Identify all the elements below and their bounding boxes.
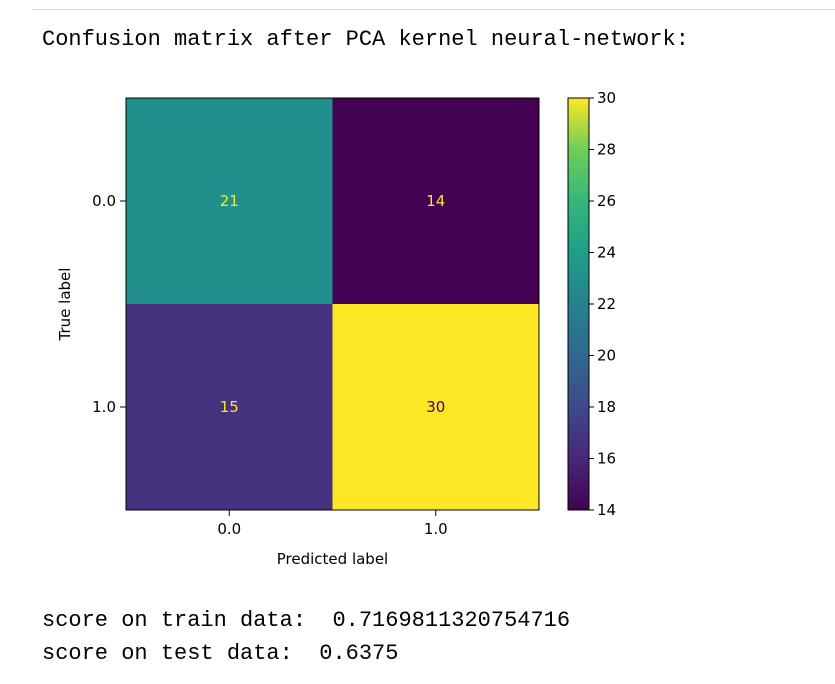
colorbar-tick-label: 24	[597, 244, 616, 262]
colorbar	[567, 97, 590, 511]
y-axis-ticks: 0.0 1.0	[92, 192, 126, 416]
colorbar-tick-label: 22	[597, 295, 616, 313]
heatmap-cell-value: 30	[426, 398, 445, 416]
confusion-matrix-chart: 21 14 15 30 0.0 1.0 0.0 1.0 Predicted label T…	[56, 89, 616, 568]
colorbar-tick-label: 30	[597, 89, 616, 107]
cell-divider	[32, 9, 835, 10]
heatmap-cell	[126, 98, 333, 304]
y-tick-label: 0.0	[92, 192, 116, 210]
heatmap-cell-value: 15	[220, 398, 239, 416]
heatmap-cell	[126, 304, 333, 510]
heatmap-cell-labels: 21 14 15 30	[220, 192, 446, 416]
x-tick-label: 1.0	[424, 520, 448, 538]
train-score-text: score on train data: 0.7169811320754716	[42, 608, 571, 633]
x-tick-label: 0.0	[217, 520, 241, 538]
colorbar-tick-label: 18	[597, 398, 616, 416]
colorbar-tick-label: 28	[597, 141, 616, 159]
colorbar-tick-label: 26	[597, 192, 616, 210]
y-axis-label: True label	[56, 268, 74, 342]
heatmap-cell-value: 21	[220, 192, 239, 210]
heatmap-cell	[332, 304, 539, 510]
colorbar-tick-label: 16	[597, 450, 616, 468]
y-tick-label: 1.0	[92, 398, 116, 416]
x-axis-ticks: 0.0 1.0	[217, 510, 448, 538]
test-score-text: score on test data: 0.6375	[42, 641, 399, 666]
colorbar-tick-label: 20	[597, 347, 616, 365]
heatmap-cells	[126, 98, 539, 510]
plot-frame	[125, 97, 540, 511]
x-axis-label: Predicted label	[277, 550, 388, 568]
colorbar-tick-label: 14	[597, 501, 616, 519]
heatmap-cell	[332, 98, 539, 304]
heatmap-cell-value: 14	[426, 192, 445, 210]
output-heading: Confusion matrix after PCA kernel neural…	[42, 27, 689, 52]
colorbar-ticks: 14 16 18 20 22 24 26 28 30	[589, 89, 616, 519]
